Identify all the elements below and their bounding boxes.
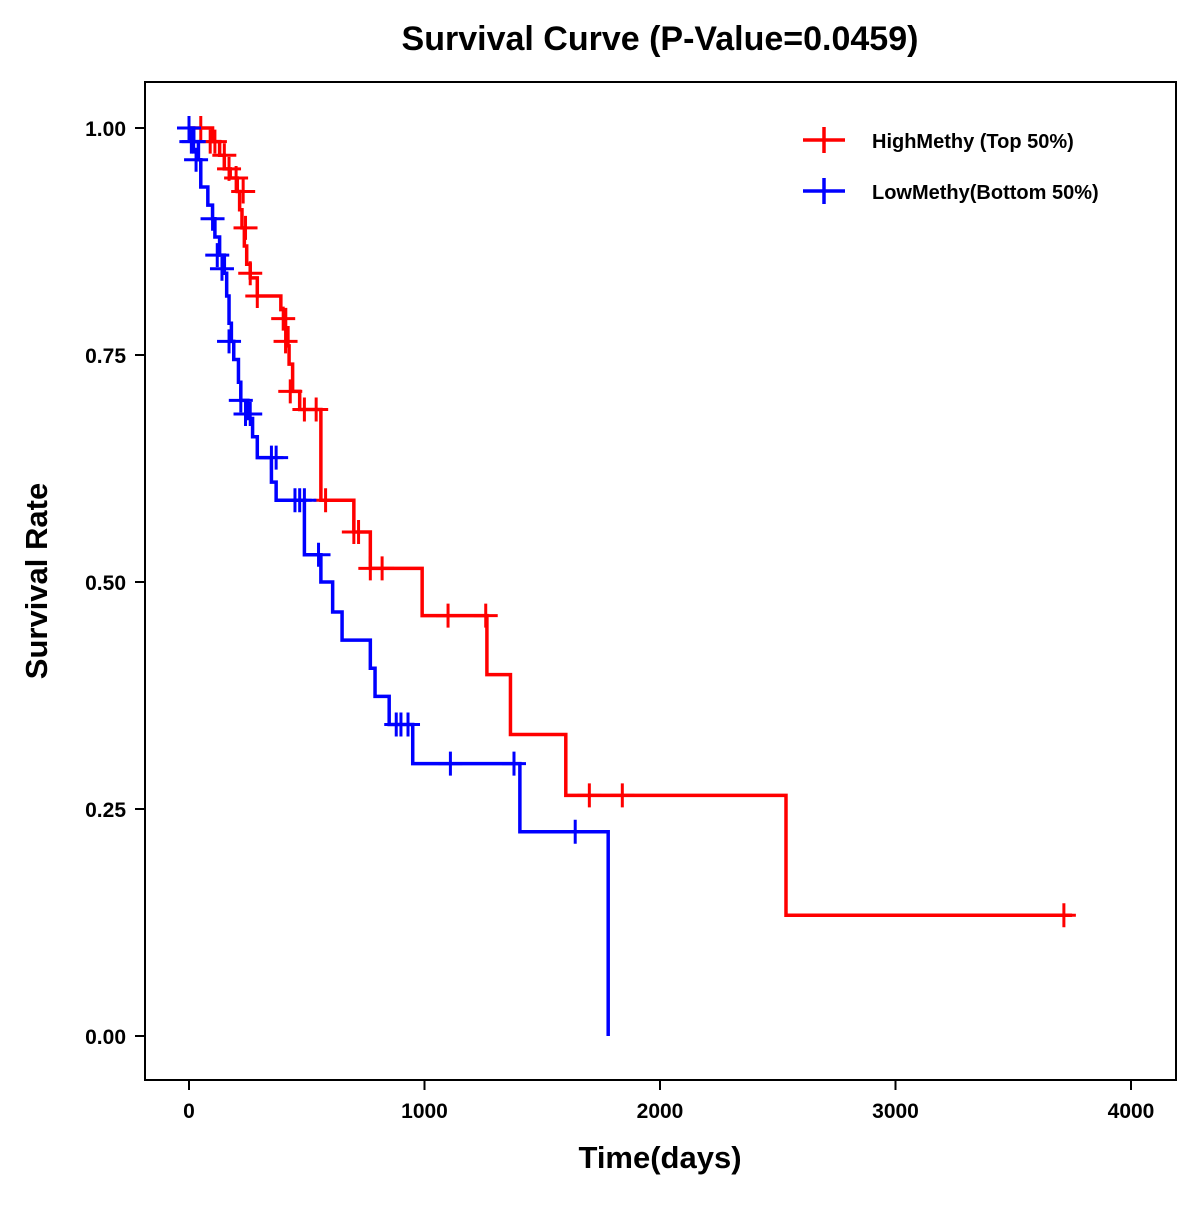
censor-mark: [202, 129, 227, 154]
censor-mark: [278, 379, 303, 404]
censor-mark: [181, 129, 206, 154]
censor-mark: [212, 143, 237, 168]
censor-mark: [370, 556, 395, 581]
chart-title: Survival Curve (P-Value=0.0459): [402, 20, 919, 58]
censor-mark: [396, 712, 421, 737]
legend-item: LowMethy(Bottom 50%): [803, 178, 1099, 204]
legend-marker-icon: [803, 178, 845, 204]
censor-mark: [473, 603, 498, 628]
censor-mark: [205, 243, 230, 268]
y-tick-label: 0.75: [85, 345, 126, 368]
censor-mark: [238, 402, 263, 427]
legend-label: HighMethy (Top 50%): [872, 131, 1074, 153]
y-tick-label: 0.00: [85, 1026, 126, 1049]
censor-mark: [436, 603, 461, 628]
censor-mark: [563, 819, 588, 844]
censor-mark: [231, 179, 256, 204]
x-tick-label: 2000: [637, 1100, 684, 1123]
x-tick-label: 4000: [1108, 1100, 1155, 1123]
censor-mark: [238, 261, 263, 286]
censor-mark: [209, 256, 234, 281]
censor-mark: [228, 388, 253, 413]
censor-mark: [577, 783, 602, 808]
curves: [177, 116, 1076, 1036]
x-tick-label: 0: [183, 1100, 195, 1123]
x-tick-label: 3000: [872, 1100, 919, 1123]
series-0: [188, 116, 1076, 928]
x-tick-label: 1000: [401, 1100, 448, 1123]
censor-mark: [501, 751, 526, 776]
legend: HighMethy (Top 50%) LowMethy(Bottom 50%): [803, 127, 1099, 204]
y-axis: 0.00 0.25 0.50 0.75 1.00: [85, 118, 145, 1049]
censor-mark: [313, 488, 338, 513]
censor-mark: [346, 520, 371, 545]
censor-mark: [292, 488, 317, 513]
y-tick-label: 0.25: [85, 799, 126, 822]
censor-mark: [271, 306, 296, 331]
censor-mark: [245, 283, 270, 308]
legend-label: LowMethy(Bottom 50%): [872, 182, 1099, 204]
series-1: [177, 116, 610, 1036]
censor-mark: [184, 147, 209, 172]
legend-item: HighMethy (Top 50%): [803, 127, 1074, 153]
x-axis-label: Time(days): [578, 1140, 741, 1175]
survival-curve-line: [189, 126, 1073, 917]
censor-mark: [306, 542, 331, 567]
censor-mark: [273, 329, 298, 354]
x-axis: 0 1000 2000 3000 4000: [183, 1080, 1154, 1123]
censor-mark: [200, 206, 225, 231]
y-tick-label: 1.00: [85, 118, 126, 141]
censor-mark: [233, 215, 258, 240]
censor-mark: [217, 329, 242, 354]
censor-mark: [304, 397, 329, 422]
plot-frame: [144, 81, 1177, 1081]
censor-mark: [610, 783, 635, 808]
censor-mark: [264, 445, 289, 470]
y-axis-label: Survival Rate: [19, 483, 54, 679]
censor-mark: [177, 116, 201, 140]
censor-mark: [224, 165, 249, 190]
censor-mark: [1051, 903, 1076, 928]
y-tick-label: 0.50: [85, 572, 126, 595]
legend-marker-icon: [803, 127, 845, 153]
censor-mark: [438, 751, 463, 776]
